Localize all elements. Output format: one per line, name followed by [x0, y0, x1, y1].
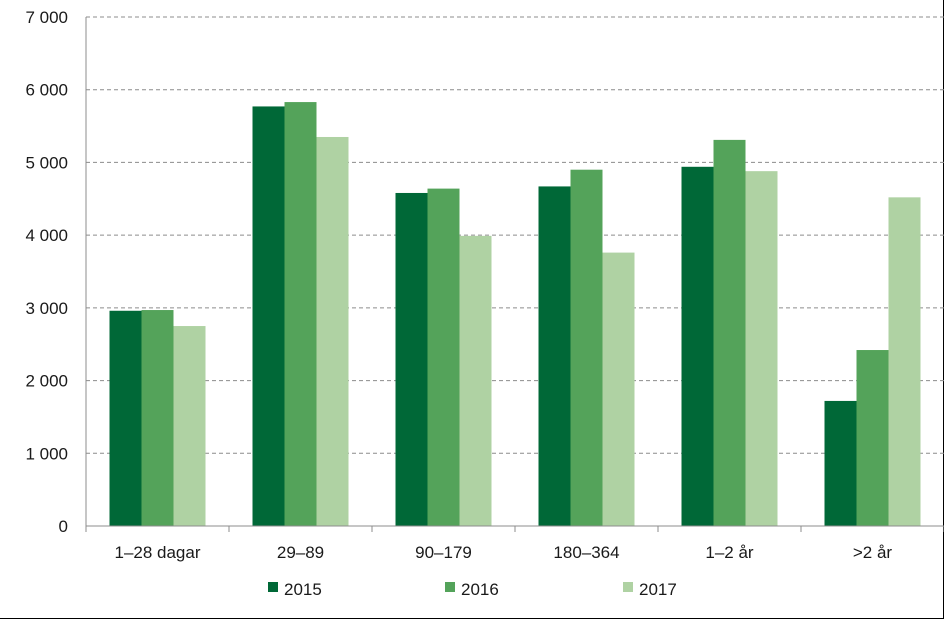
legend-label-2017: 2017	[639, 580, 677, 599]
bar-2017-5	[888, 197, 921, 526]
bar-2017-4	[745, 171, 778, 526]
y-tick-label: 1 000	[25, 444, 68, 463]
legend-label-2015: 2015	[284, 580, 322, 599]
bar-2017-3	[602, 252, 635, 526]
bar-2015-0	[109, 310, 142, 526]
bar-2016-2	[427, 188, 460, 526]
bar-2016-4	[713, 139, 746, 526]
y-tick-label: 5 000	[25, 153, 68, 172]
x-axis-tick-labels: 1–28 dagar 29–89 90–179 180–364 1–2 år >2 år	[114, 543, 892, 562]
y-tick-label: 7 000	[25, 8, 68, 27]
x-tick-label: 90–179	[415, 543, 472, 562]
x-tick-label: >2 år	[853, 543, 893, 562]
bar-2015-5	[824, 400, 857, 526]
bar-2016-0	[141, 310, 174, 526]
bars	[109, 102, 921, 526]
y-tick-label: 6 000	[25, 81, 68, 100]
bar-2015-2	[395, 192, 428, 526]
y-axis-tick-labels: 0 1 000 2 000 3 000 4 000 5 000 6 000 7 000	[25, 8, 68, 536]
legend-swatch-2015	[268, 582, 278, 592]
bar-2016-5	[856, 350, 889, 526]
x-tick-label: 1–28 dagar	[114, 543, 200, 562]
bar-2016-1	[284, 102, 317, 526]
bar-2015-4	[681, 166, 714, 526]
y-tick-label: 2 000	[25, 372, 68, 391]
bar-2017-2	[459, 235, 492, 526]
y-tick-label: 0	[59, 517, 68, 536]
bar-2016-3	[570, 169, 603, 526]
gridlines	[86, 16, 944, 454]
legend-swatch-2016	[445, 582, 455, 592]
x-tick-label: 1–2 år	[705, 543, 754, 562]
bar-2017-1	[316, 136, 349, 526]
x-tick-label: 180–364	[553, 543, 619, 562]
bar-2017-0	[173, 326, 206, 526]
y-tick-label: 3 000	[25, 299, 68, 318]
x-tick-label: 29–89	[277, 543, 324, 562]
bar-2015-1	[252, 106, 285, 526]
axes	[85, 17, 944, 532]
y-tick-label: 4 000	[25, 226, 68, 245]
legend: 2015 2016 2017	[268, 580, 677, 599]
legend-swatch-2017	[623, 582, 633, 592]
bar-2015-3	[538, 186, 571, 526]
legend-label-2016: 2016	[461, 580, 499, 599]
